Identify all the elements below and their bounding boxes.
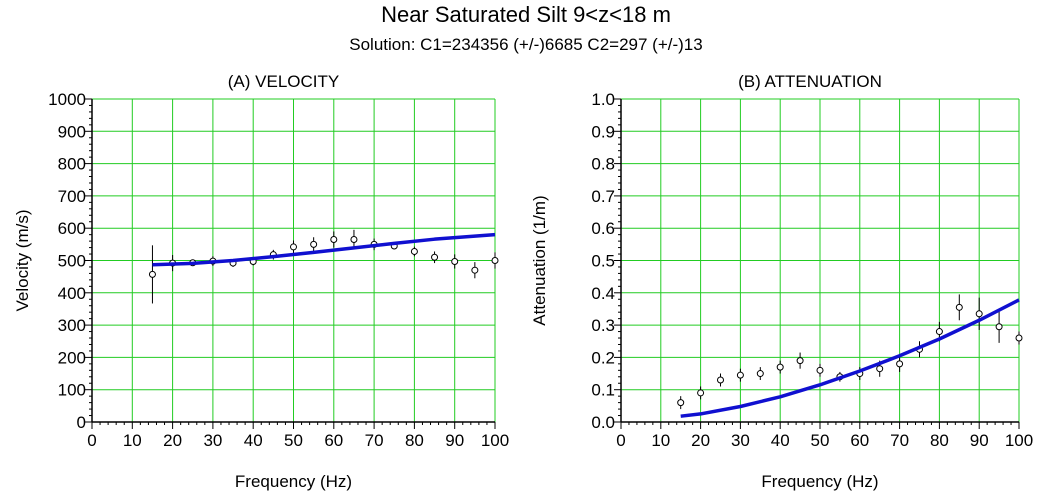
velocity-x-tick-label: 90 <box>445 431 464 450</box>
velocity-x-tick-label: 20 <box>163 431 182 450</box>
velocity-y-tick-label: 200 <box>58 348 86 367</box>
attenuation-data-point <box>717 376 724 384</box>
attenuation-data-point <box>796 357 804 365</box>
attenuation-y-tick-label: 0.1 <box>591 381 615 400</box>
velocity-y-tick-label: 400 <box>58 284 86 303</box>
figure-subtitle: Solution: C1=234356 (+/-)6685 C2=297 (+/… <box>349 35 703 54</box>
velocity-x-tick-label: 70 <box>365 431 384 450</box>
attenuation-data-point <box>995 323 1003 331</box>
attenuation-x-tick-label: 10 <box>651 431 670 450</box>
attenuation-data-point <box>816 366 824 374</box>
velocity-x-tick-label: 80 <box>405 431 424 450</box>
attenuation-x-tick-label: 70 <box>890 431 909 450</box>
velocity-x-tick-label: 60 <box>324 431 343 450</box>
attenuation-x-tick-label: 20 <box>691 431 710 450</box>
velocity-data-point <box>491 257 499 264</box>
velocity-fit-curve <box>152 232 496 267</box>
velocity-y-tick-label: 1000 <box>48 90 86 109</box>
velocity-data-point <box>471 266 479 274</box>
attenuation-y-tick-label: 0.8 <box>591 155 615 174</box>
attenuation-data-point <box>776 363 784 371</box>
velocity-data-point <box>310 240 318 248</box>
attenuation-y-tick-label: 0.3 <box>591 316 615 335</box>
velocity-data-point <box>410 247 418 255</box>
velocity-data-point <box>350 236 358 244</box>
attenuation-y-tick-label: 0.2 <box>591 348 615 367</box>
figure-title: Near Saturated Silt 9<z<18 m <box>381 2 671 27</box>
attenuation-x-tick-label: 90 <box>970 431 989 450</box>
velocity-chart-title: (A) VELOCITY <box>228 72 339 91</box>
velocity-y-tick-label: 100 <box>58 381 86 400</box>
attenuation-data-point <box>677 399 685 407</box>
attenuation-fit-curve <box>680 298 1020 418</box>
attenuation-data-point <box>955 303 963 311</box>
attenuation-y-tick-label: 0.9 <box>591 122 615 141</box>
attenuation-x-tick-label: 50 <box>811 431 830 450</box>
velocity-y-tick-label: 300 <box>58 316 86 335</box>
attenuation-chart-title: (B) ATTENUATION <box>738 72 882 91</box>
velocity-x-axis-label: Frequency (Hz) <box>235 472 352 491</box>
velocity-y-tick-label: 0 <box>77 413 86 432</box>
velocity-data-point <box>431 253 439 261</box>
attenuation-y-axis-label: Attenuation (1/m) <box>530 195 549 325</box>
attenuation-chart: 0 10 20 30 40 50 60 70 80 90 100 0.0 0.1 0.2 0.3 0.4 0.5… <box>530 72 1033 491</box>
velocity-x-tick-label: 10 <box>123 431 142 450</box>
attenuation-data-point <box>935 328 943 336</box>
velocity-data-point <box>451 257 459 265</box>
attenuation-data-point <box>756 370 764 378</box>
attenuation-data-point <box>896 360 904 368</box>
attenuation-y-tick-label: 0.5 <box>591 252 615 271</box>
velocity-y-tick-label: 600 <box>58 219 86 238</box>
attenuation-y-tick-label: 0.0 <box>591 413 615 432</box>
attenuation-x-axis-label: Frequency (Hz) <box>761 472 878 491</box>
attenuation-data-point <box>736 371 744 379</box>
velocity-y-axis-label: Velocity (m/s) <box>13 209 32 311</box>
attenuation-y-tick-label: 0.4 <box>591 284 615 303</box>
velocity-x-tick-label: 30 <box>203 431 222 450</box>
velocity-x-tick-label: 100 <box>481 431 509 450</box>
attenuation-x-tick-label: 40 <box>771 431 790 450</box>
attenuation-data-point <box>975 310 983 318</box>
attenuation-y-tick-label: 1.0 <box>591 90 615 109</box>
attenuation-x-tick-label: 80 <box>930 431 949 450</box>
velocity-x-tick-label: 50 <box>284 431 303 450</box>
velocity-x-tick-label: 0 <box>87 431 96 450</box>
attenuation-x-tick-label: 30 <box>731 431 750 450</box>
velocity-y-tick-label: 800 <box>58 155 86 174</box>
velocity-chart: 0 10 20 30 40 50 60 70 80 90 100010020030040050060… <box>13 72 509 491</box>
attenuation-data-point <box>1015 334 1023 342</box>
velocity-data-point <box>148 270 156 278</box>
attenuation-data-point <box>697 389 705 397</box>
velocity-y-tick-label: 900 <box>58 122 86 141</box>
attenuation-data-point <box>876 365 884 373</box>
velocity-data-point <box>330 236 338 244</box>
attenuation-y-tick-label: 0.7 <box>591 187 615 206</box>
velocity-y-tick-label: 500 <box>58 252 86 271</box>
velocity-y-tick-label: 700 <box>58 187 86 206</box>
attenuation-y-tick-label: 0.6 <box>591 219 615 238</box>
velocity-data-point <box>290 243 297 251</box>
attenuation-x-tick-label: 60 <box>850 431 869 450</box>
velocity-x-tick-label: 40 <box>244 431 263 450</box>
attenuation-x-tick-label: 100 <box>1005 431 1033 450</box>
attenuation-x-tick-label: 0 <box>616 431 625 450</box>
